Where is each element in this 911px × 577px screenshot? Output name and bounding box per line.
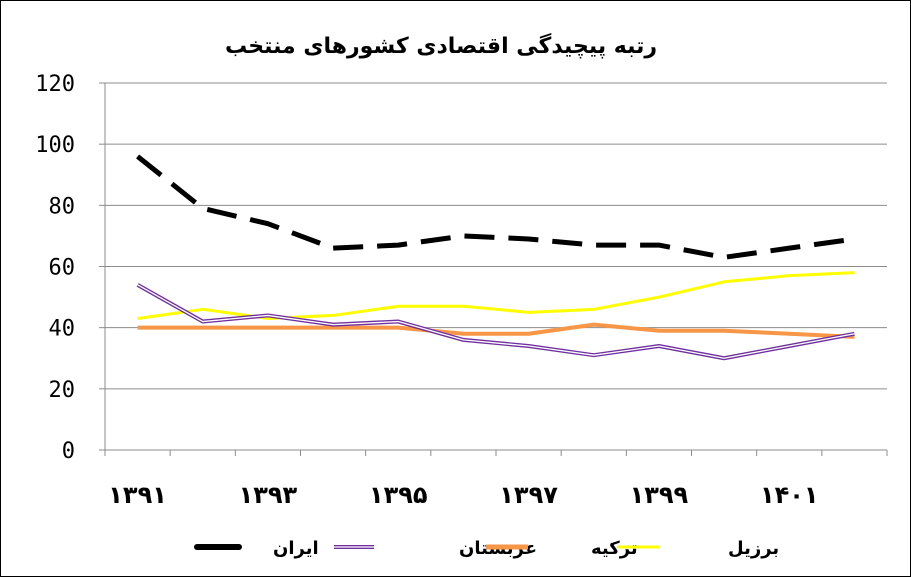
legend-label: ایران — [273, 538, 319, 559]
x-tick-label: ۱۳۹۵ — [369, 481, 428, 509]
series-lines — [136, 154, 855, 361]
y-tick-label: 120 — [35, 72, 75, 97]
y-tick-label: 100 — [35, 133, 75, 158]
y-tick-label: 60 — [49, 256, 76, 281]
series-line-1 — [136, 283, 855, 361]
y-tick-label: 40 — [49, 317, 76, 342]
x-tick-label: ۱۳۹۷ — [499, 481, 558, 509]
y-tick-label: 80 — [49, 194, 76, 219]
series-line-3 — [137, 271, 855, 320]
x-tick-label: ۱۴۰۱ — [760, 481, 819, 509]
x-tick-label: ۱۳۹۱ — [108, 481, 167, 509]
legend-label: ترکیه — [591, 538, 638, 559]
series-line-0 — [136, 154, 855, 260]
axes — [104, 83, 888, 456]
gridlines — [99, 82, 887, 451]
series-line-2 — [137, 322, 855, 339]
legend: ایرانعربستانترکیهبرزیل — [194, 538, 779, 559]
y-tick-labels: 0 20 40 60 80 100 120 — [35, 72, 75, 464]
x-tick-label: ۱۳۹۳ — [239, 481, 298, 509]
x-tick-label: ۱۳۹۹ — [630, 481, 689, 509]
series-line-1-inner — [137, 284, 855, 359]
y-tick-label: 0 — [62, 439, 75, 464]
chart-title: رتبه پیچیدگی اقتصادی کشورهای منتخب — [225, 32, 657, 59]
x-tick-labels: ۱۳۹۱ ۱۳۹۳ ۱۳۹۵ ۱۳۹۷ ۱۳۹۹ ۱۴۰۱ — [108, 481, 818, 509]
legend-label: برزیل — [728, 538, 779, 559]
y-tick-label: 20 — [49, 378, 76, 403]
